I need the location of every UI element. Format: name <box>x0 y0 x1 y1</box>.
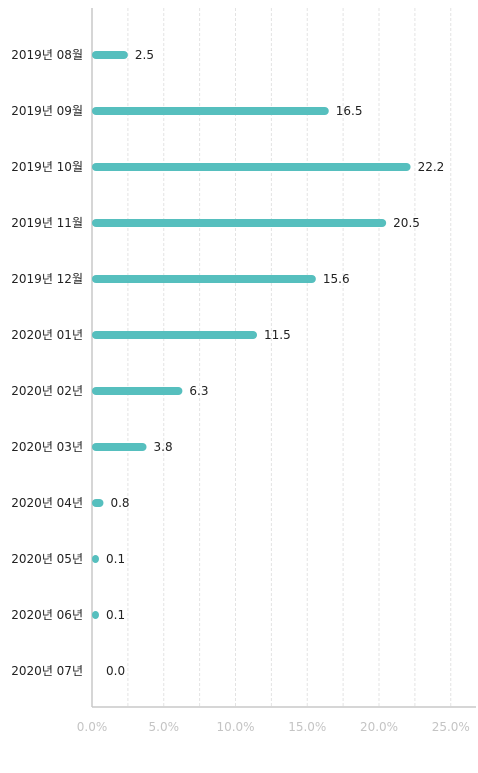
category-label: 2019년 10월 <box>11 160 83 174</box>
bar <box>92 611 99 619</box>
category-label: 2020년 03년 <box>11 440 83 454</box>
category-label: 2020년 02년 <box>11 384 83 398</box>
bar <box>92 275 316 283</box>
category-label: 2019년 11월 <box>11 216 83 230</box>
labels: 0.0% 5.0% 10.0% 15.0% 20.0% 25.0% 2019년 08월 2.5… <box>11 48 470 734</box>
bars <box>92 51 411 619</box>
value-label: 0.1 <box>106 552 125 566</box>
x-tick-label: 10.0% <box>216 720 254 734</box>
category-label: 2020년 06년 <box>11 608 83 622</box>
bar <box>92 51 128 59</box>
category-label: 2019년 08월 <box>11 48 83 62</box>
value-label: 20.5 <box>393 216 420 230</box>
value-label: 16.5 <box>336 104 363 118</box>
x-tick-label: 25.0% <box>432 720 470 734</box>
axes <box>91 8 476 708</box>
category-label: 2020년 01년 <box>11 328 83 342</box>
bar <box>92 443 147 451</box>
x-tick-label: 0.0% <box>77 720 108 734</box>
x-tick-label: 5.0% <box>149 720 180 734</box>
category-label: 2019년 12월 <box>11 272 83 286</box>
bar <box>92 107 329 115</box>
bar <box>92 219 387 227</box>
value-label: 15.6 <box>323 272 350 286</box>
bar <box>92 555 99 563</box>
value-label: 2.5 <box>135 48 154 62</box>
value-label: 3.8 <box>154 440 173 454</box>
x-tick-label: 20.0% <box>360 720 398 734</box>
category-label: 2020년 07년 <box>11 664 83 678</box>
grid-lines <box>127 8 452 707</box>
bar <box>92 331 258 339</box>
category-label: 2020년 04년 <box>11 496 83 510</box>
value-label: 22.2 <box>418 160 445 174</box>
category-label: 2019년 09월 <box>11 104 83 118</box>
bar <box>92 387 183 395</box>
value-label: 6.3 <box>189 384 208 398</box>
x-tick-label: 15.0% <box>288 720 326 734</box>
category-label: 2020년 05년 <box>11 552 83 566</box>
value-label: 0.8 <box>110 496 129 510</box>
value-label: 0.0 <box>106 664 125 678</box>
value-label: 0.1 <box>106 608 125 622</box>
bar <box>92 163 411 171</box>
bar <box>92 499 104 507</box>
value-label: 11.5 <box>264 328 291 342</box>
